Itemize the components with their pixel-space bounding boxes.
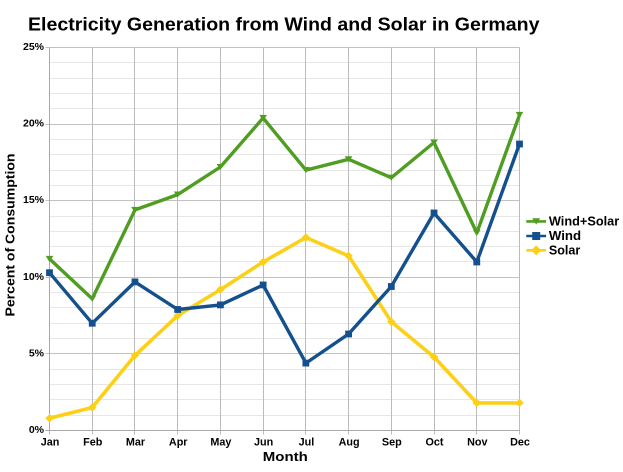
svg-text:Feb: Feb: [83, 437, 103, 449]
svg-text:May: May: [210, 437, 231, 449]
svg-text:Wind: Wind: [549, 228, 581, 243]
svg-text:Jun: Jun: [254, 437, 273, 449]
svg-text:10%: 10%: [23, 271, 45, 283]
svg-text:Oct: Oct: [426, 437, 444, 449]
svg-text:15%: 15%: [23, 194, 45, 206]
svg-text:Dec: Dec: [510, 437, 530, 449]
svg-text:Month: Month: [263, 449, 308, 464]
svg-text:Mar: Mar: [126, 437, 146, 449]
svg-text:25%: 25%: [23, 41, 45, 53]
svg-text:Sep: Sep: [382, 437, 402, 449]
svg-text:Jul: Jul: [299, 437, 315, 449]
svg-text:Percent of Consumption: Percent of Consumption: [3, 153, 18, 316]
svg-text:20%: 20%: [23, 118, 45, 130]
svg-text:0%: 0%: [29, 424, 45, 436]
svg-text:Electricity Generation from Wi: Electricity Generation from Wind and Sol…: [28, 14, 540, 35]
svg-text:5%: 5%: [29, 347, 45, 359]
svg-text:Wind+Solar: Wind+Solar: [549, 214, 619, 229]
svg-text:Nov: Nov: [467, 437, 487, 449]
svg-text:Jan: Jan: [41, 437, 60, 449]
svg-text:Solar: Solar: [549, 242, 580, 257]
svg-text:Apr: Apr: [169, 437, 188, 449]
svg-text:Aug: Aug: [339, 437, 360, 449]
